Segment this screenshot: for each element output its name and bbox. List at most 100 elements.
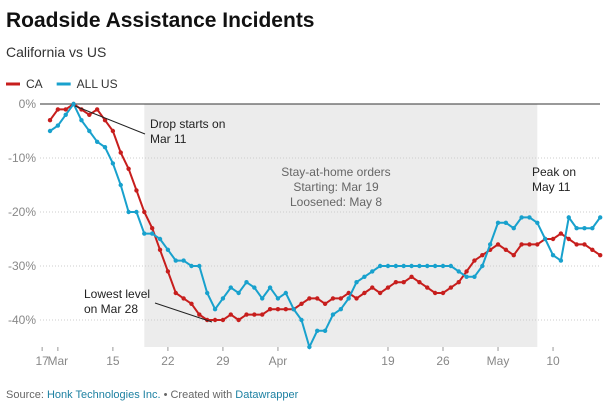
data-point — [299, 301, 304, 306]
data-point — [385, 263, 391, 269]
data-point — [370, 285, 375, 290]
data-point — [354, 296, 359, 301]
data-point — [149, 231, 155, 236]
data-point — [495, 220, 501, 225]
x-tick-label: Apr — [269, 354, 288, 368]
data-point — [299, 317, 304, 323]
data-point — [370, 269, 375, 274]
data-point — [173, 258, 178, 263]
data-point — [87, 112, 92, 118]
data-point — [165, 247, 171, 252]
annotation-line — [74, 105, 146, 135]
data-point — [244, 280, 249, 285]
data-point — [228, 312, 233, 317]
x-tick-label: 19 — [381, 354, 395, 368]
data-point — [440, 263, 446, 269]
data-point — [315, 296, 320, 301]
data-point — [322, 301, 328, 306]
data-point — [149, 226, 155, 231]
data-point — [590, 226, 595, 231]
data-point — [322, 328, 328, 333]
data-point — [181, 258, 186, 263]
annotation: Drop starts on — [150, 117, 225, 131]
data-point — [63, 107, 68, 112]
annotation: Stay-at-home orders — [281, 165, 390, 179]
data-point — [118, 150, 123, 155]
data-point — [377, 263, 383, 269]
data-point — [228, 285, 233, 290]
data-point — [550, 236, 556, 242]
data-point — [542, 236, 548, 242]
data-point — [432, 263, 438, 269]
data-point — [338, 307, 344, 312]
data-point — [393, 280, 399, 285]
shade-region — [144, 104, 538, 347]
y-tick-label: -10% — [8, 151, 36, 165]
data-point — [330, 296, 336, 301]
data-point — [527, 215, 532, 220]
data-point — [267, 307, 273, 312]
data-point — [252, 285, 257, 290]
data-point — [598, 215, 603, 220]
data-point — [558, 231, 564, 236]
source-link[interactable]: Honk Technologies Inc. — [47, 389, 161, 401]
annotation: Mar 11 — [150, 132, 187, 146]
data-point — [503, 247, 509, 252]
data-point — [134, 209, 139, 215]
data-point — [252, 312, 257, 317]
data-point — [315, 328, 320, 333]
data-point — [558, 258, 564, 263]
annotation: Starting: Mar 19 — [293, 180, 379, 194]
data-point — [71, 101, 76, 107]
data-point — [283, 290, 288, 296]
data-point — [63, 112, 68, 118]
data-point — [126, 209, 131, 215]
x-tick-label: 10 — [546, 354, 560, 368]
footer-text: Source: — [6, 389, 47, 401]
x-tick-label: 15 — [106, 354, 120, 368]
data-point — [535, 220, 540, 225]
y-tick-label: -40% — [8, 313, 36, 327]
data-point — [79, 118, 84, 123]
data-point — [47, 118, 53, 123]
data-point — [425, 285, 430, 290]
x-tick-label: May — [487, 354, 510, 368]
data-point — [480, 253, 485, 258]
data-point — [511, 226, 516, 231]
legend-label: ALL US — [77, 77, 118, 91]
data-point — [566, 236, 571, 242]
annotation: Loosened: May 8 — [290, 195, 382, 209]
data-point — [590, 247, 595, 252]
data-point — [157, 247, 163, 252]
data-point — [480, 263, 485, 269]
data-point — [260, 312, 265, 317]
data-point — [291, 307, 296, 312]
data-point — [574, 226, 579, 231]
data-point — [236, 290, 241, 296]
x-tick-label: 17 — [35, 354, 49, 368]
data-point — [126, 166, 131, 171]
data-point — [47, 128, 53, 134]
data-point — [409, 274, 414, 279]
data-point — [401, 280, 406, 285]
data-point — [236, 317, 241, 323]
data-point — [87, 128, 92, 134]
data-point — [393, 263, 399, 269]
data-point — [307, 296, 312, 301]
x-tick-label: Mar — [48, 354, 69, 368]
data-point — [487, 242, 493, 247]
data-point — [448, 263, 454, 269]
data-point — [197, 312, 202, 317]
data-point — [142, 231, 147, 236]
data-point — [275, 307, 281, 312]
data-point — [189, 301, 194, 306]
data-point — [220, 317, 226, 323]
data-point — [134, 188, 139, 193]
x-tick-label: 22 — [161, 354, 175, 368]
data-point — [205, 290, 210, 296]
credit-link[interactable]: Datawrapper — [235, 389, 298, 401]
data-point — [362, 290, 367, 296]
data-point — [165, 269, 171, 274]
annotation: Peak on — [532, 165, 576, 179]
